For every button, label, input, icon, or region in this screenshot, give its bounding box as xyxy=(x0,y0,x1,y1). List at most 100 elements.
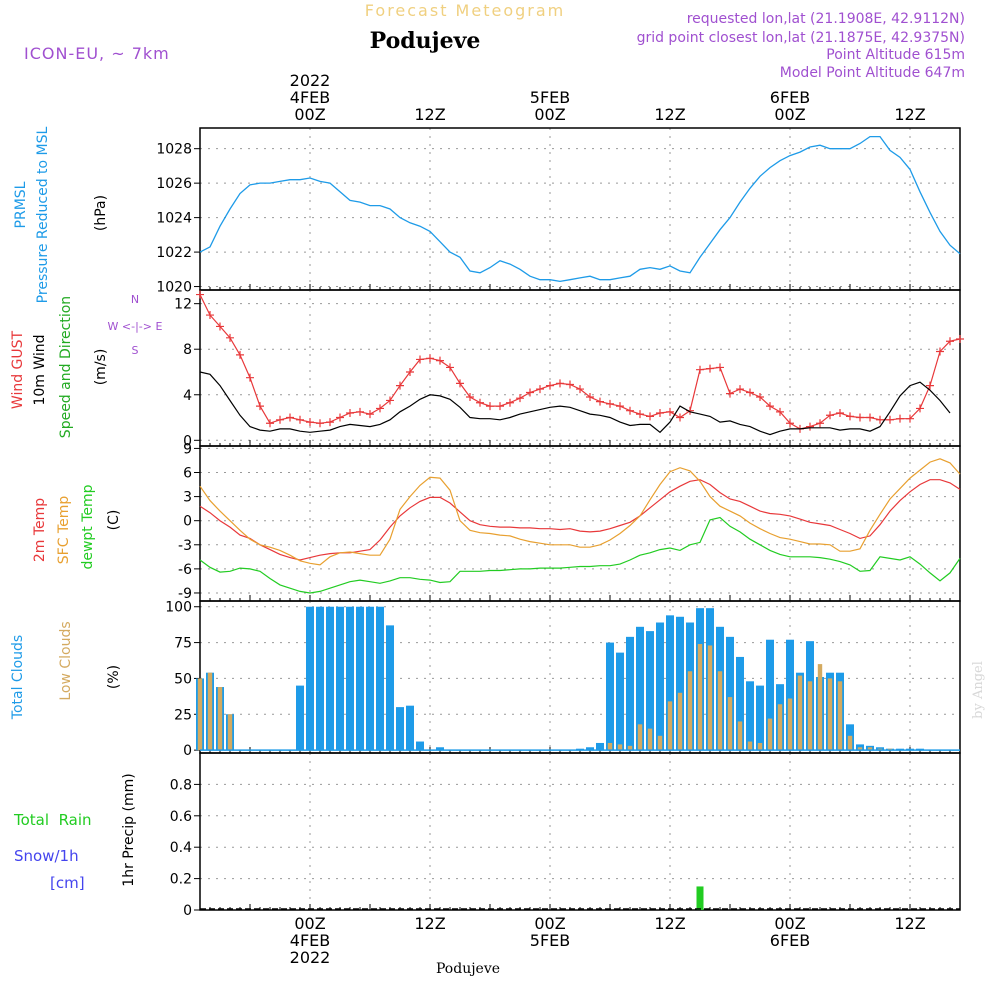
p3-dew-label: dewpt Temp xyxy=(80,484,96,569)
y-tick-label: 50 xyxy=(174,671,192,687)
low-cloud-bar xyxy=(197,678,203,751)
gust-marker xyxy=(456,379,464,388)
gust-marker xyxy=(446,363,454,372)
gust-marker xyxy=(756,393,764,402)
gust-marker xyxy=(546,381,554,390)
gust-marker xyxy=(676,413,684,422)
gust-marker xyxy=(816,419,824,428)
gust-marker xyxy=(576,385,584,394)
panel-frame-1 xyxy=(199,127,961,291)
gust-marker xyxy=(646,412,654,421)
forecast-title: Forecast Meteogram xyxy=(365,1,565,20)
total-cloud-bar xyxy=(746,681,754,751)
total-cloud-bar xyxy=(766,639,774,751)
y-tick-label: 0.2 xyxy=(170,872,192,888)
top-time-label: 4FEB xyxy=(290,88,330,107)
total-cloud-bar xyxy=(416,741,424,751)
gust-marker xyxy=(876,415,884,424)
gust-marker xyxy=(906,414,914,423)
low-cloud-bar xyxy=(817,664,823,751)
low-cloud-bar xyxy=(677,692,683,751)
gust-marker xyxy=(866,413,874,422)
gust-marker xyxy=(836,408,844,417)
gust-line xyxy=(199,294,961,430)
low-cloud-bar xyxy=(757,742,763,751)
gust-marker xyxy=(376,404,384,413)
top-time-label: 5FEB xyxy=(530,88,570,107)
gust-marker xyxy=(236,350,244,359)
gust-marker xyxy=(736,385,744,394)
bottom-time-label: 12Z xyxy=(414,914,445,933)
panel-frame-3 xyxy=(199,445,961,602)
bottom-time-label: 12Z xyxy=(654,914,685,933)
y-tick-label: 0.4 xyxy=(170,840,192,856)
top-time-label: 12Z xyxy=(654,105,685,124)
top-time-label: 00Z xyxy=(774,105,805,124)
y-tick-label: 3 xyxy=(183,490,192,506)
model-label: ICON-EU, ~ 7km xyxy=(24,44,170,63)
top-time-label: 12Z xyxy=(894,105,925,124)
gust-marker xyxy=(336,413,344,422)
bottom-time-label: 6FEB xyxy=(770,931,810,950)
gust-marker xyxy=(356,407,364,416)
gust-marker xyxy=(216,322,224,331)
p5-snow-label: Snow/1h xyxy=(14,847,79,865)
gust-marker xyxy=(386,396,394,405)
p2-dir-label: Speed and Direction xyxy=(58,296,74,438)
total-cloud-bar xyxy=(626,636,634,751)
total-cloud-bar xyxy=(436,747,444,751)
gust-marker xyxy=(706,364,714,373)
gust-marker xyxy=(296,415,304,424)
p1-title-prmsl: PRMSL xyxy=(13,181,29,228)
gust-marker xyxy=(256,402,264,411)
gust-marker xyxy=(246,373,254,382)
low-cloud-bar xyxy=(747,741,753,751)
y-tick-label: 1028 xyxy=(156,142,192,158)
total-cloud-bar xyxy=(786,639,794,751)
gust-marker xyxy=(776,407,784,416)
low-cloud-bar xyxy=(717,671,723,751)
model-altitude: Model Point Altitude 647m xyxy=(780,65,965,81)
gust-marker xyxy=(506,398,514,407)
dewpoint-line xyxy=(199,516,961,594)
low-cloud-bar xyxy=(697,644,703,751)
gust-marker xyxy=(486,402,494,411)
y-tick-label: 9 xyxy=(183,441,192,457)
gust-marker xyxy=(626,406,634,415)
gust-marker xyxy=(896,414,904,423)
bottom-time-label: 00Z xyxy=(534,914,565,933)
low-cloud-bar xyxy=(227,714,233,751)
low-cloud-bar xyxy=(207,672,213,751)
total-cloud-bar xyxy=(666,615,674,751)
bottom-time-label: 4FEB xyxy=(290,931,330,950)
low-cloud-bar xyxy=(217,687,223,751)
gust-marker xyxy=(666,407,674,416)
p1-title-pressure: Pressure Reduced to MSL xyxy=(35,126,51,303)
total-cloud-bar xyxy=(406,705,414,751)
total-cloud-bar xyxy=(736,656,744,751)
gust-marker xyxy=(566,380,574,389)
total-cloud-bar xyxy=(726,636,734,751)
gust-marker xyxy=(766,402,774,411)
low-cloud-bar xyxy=(647,728,653,751)
p4-total-label: Total Clouds xyxy=(10,635,26,720)
gust-marker xyxy=(726,389,734,398)
total-cloud-bar xyxy=(586,747,594,751)
gust-marker xyxy=(436,356,444,365)
temp-2m-line xyxy=(199,479,961,561)
gust-marker xyxy=(266,419,274,428)
top-time-label: 6FEB xyxy=(770,88,810,107)
p3-t2m-label: 2m Temp xyxy=(32,498,48,562)
low-cloud-bar xyxy=(707,645,713,751)
low-cloud-bar xyxy=(687,671,693,751)
gust-marker xyxy=(416,355,424,364)
p1-unit: (hPa) xyxy=(93,195,109,231)
low-cloud-bar xyxy=(607,742,613,751)
gust-marker xyxy=(886,415,894,424)
total-cloud-bar xyxy=(656,622,664,751)
total-cloud-bar xyxy=(296,685,304,751)
p2-wind-label: 10m Wind xyxy=(32,334,48,405)
gust-marker xyxy=(856,413,864,422)
